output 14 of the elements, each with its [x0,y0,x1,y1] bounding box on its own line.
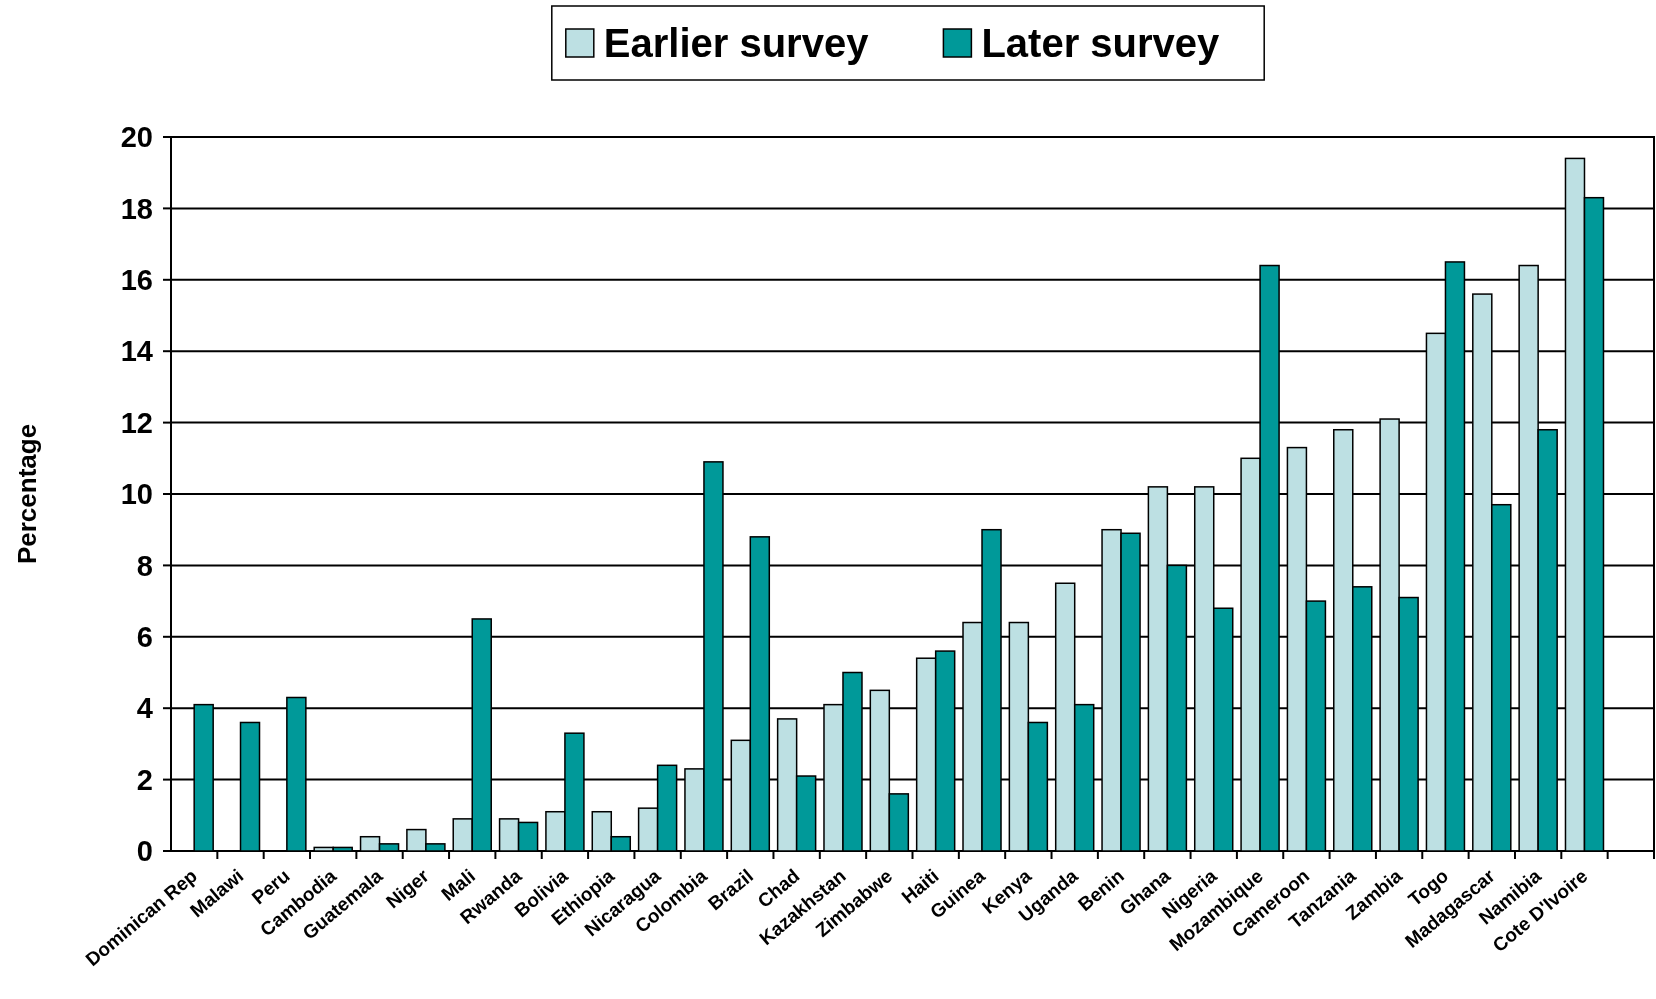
y-tick-label: 10 [120,478,153,511]
y-tick-label: 6 [136,620,153,653]
y-tick-label: 4 [136,692,153,725]
y-tick-label: 8 [136,549,153,582]
y-tick-label: 12 [120,406,153,439]
y-tick-label: 0 [136,835,153,868]
y-axis-title: Percentage [12,423,42,565]
y-tick-label: 20 [120,121,153,154]
legend-label: Later survey [981,21,1221,65]
legend-label: Earlier survey [603,21,870,65]
y-tick-label: 14 [120,335,153,368]
y-tick-label: 16 [120,263,153,296]
y-tick-label: 18 [120,192,153,225]
y-tick-label: 2 [136,763,153,796]
